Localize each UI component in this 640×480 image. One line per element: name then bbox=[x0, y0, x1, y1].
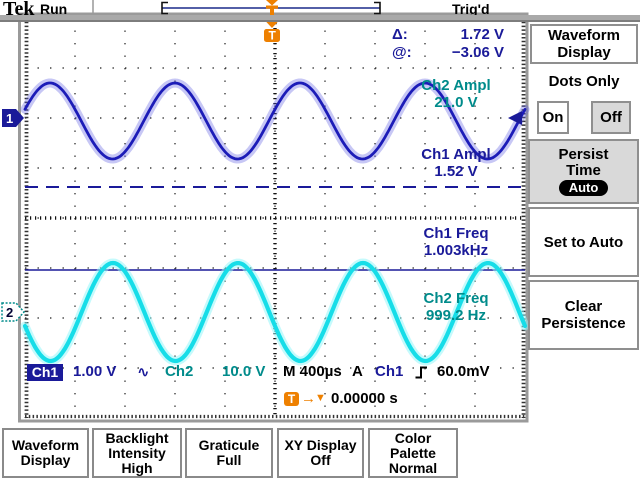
button-line: Waveform bbox=[11, 437, 80, 453]
side-menu-title-line: Display bbox=[557, 44, 611, 61]
clear-persistence-button[interactable]: Clear Persistence bbox=[528, 280, 639, 350]
topbar-divider bbox=[0, 15, 640, 22]
cursor-at-row: @: −3.06 V bbox=[392, 44, 504, 62]
button-line: Off bbox=[310, 452, 331, 468]
bottom-menu-waveform-display[interactable]: Waveform Display bbox=[2, 428, 89, 478]
ch2-scale-value: 10.0 V bbox=[222, 363, 266, 380]
ch2-scale-label: Ch2 bbox=[165, 363, 194, 380]
measurement-ch1-ampl: Ch1 Ampl 1.52 V bbox=[400, 146, 512, 180]
side-menu-title-line: Waveform bbox=[548, 27, 620, 44]
measurement-value: 1.52 V bbox=[434, 163, 478, 180]
button-line: Graticule bbox=[198, 437, 260, 453]
trigger-t-icon: T bbox=[284, 392, 299, 406]
clear-persistence-line: Persistence bbox=[541, 315, 626, 332]
button-line: Normal bbox=[388, 459, 438, 476]
measurement-ch2-freq: Ch2 Freq 999.2 Hz bbox=[400, 290, 512, 324]
record-view bbox=[161, 0, 381, 15]
persist-value-badge: Auto bbox=[558, 180, 609, 196]
button-line: Palette bbox=[390, 444, 436, 461]
trigger-mode: A bbox=[352, 363, 363, 380]
measurement-ch2-ampl: Ch2 Ampl 21.0 V bbox=[400, 77, 512, 111]
trigger-level-readout: 60.0mV bbox=[437, 363, 490, 380]
measurement-label: Ch1 Ampl bbox=[421, 146, 491, 163]
cursor-readout: Δ: 1.72 V @: −3.06 V bbox=[392, 26, 504, 62]
button-line: High bbox=[121, 459, 153, 476]
svg-text:T: T bbox=[269, 29, 277, 43]
bottom-menu-color-palette[interactable]: Color Palette Normal bbox=[368, 428, 458, 478]
rising-edge-icon bbox=[415, 366, 427, 379]
measurement-value: 999.2 Hz bbox=[425, 307, 487, 324]
ch1-scale-badge: Ch1 bbox=[27, 364, 63, 381]
measurement-value: 1.003kHz bbox=[423, 242, 489, 259]
acquisition-state: Run bbox=[40, 1, 68, 17]
trigger-status: Trig'd bbox=[452, 1, 490, 17]
waveform-ch1 bbox=[20, 78, 530, 164]
trigger-source: Ch1 bbox=[375, 363, 404, 380]
cursor-delta-row: Δ: 1.72 V bbox=[392, 26, 504, 44]
persist-label-line: Time bbox=[566, 162, 601, 179]
measurement-value: 21.0 V bbox=[434, 94, 478, 111]
trigger-arrow-icon: → bbox=[301, 390, 316, 407]
cursor-at-label: @: bbox=[392, 44, 412, 61]
bottom-menu-graticule[interactable]: Graticule Full bbox=[185, 428, 273, 478]
button-line: Intensity bbox=[108, 444, 166, 461]
svg-text:1: 1 bbox=[6, 111, 13, 126]
measurement-label: Ch1 Freq bbox=[423, 225, 489, 242]
dots-only-off-button[interactable]: Off bbox=[591, 101, 631, 134]
set-to-auto-button[interactable]: Set to Auto bbox=[528, 207, 639, 277]
ch1-coupling-icon: ∿ bbox=[137, 364, 150, 381]
bottom-menu-xy-display[interactable]: XY Display Off bbox=[277, 428, 364, 478]
measurement-label: Ch2 Freq bbox=[423, 290, 489, 307]
svg-text:2: 2 bbox=[6, 305, 13, 320]
measurement-label: Ch2 Ampl bbox=[421, 77, 491, 94]
waveform-ch2 bbox=[20, 258, 530, 366]
ch1-ground-marker: 1 bbox=[2, 109, 24, 127]
button-line: Display bbox=[20, 452, 71, 468]
ch1-scale-value: 1.00 V bbox=[73, 363, 117, 380]
button-line: Backlight bbox=[105, 429, 169, 446]
button-line: XY Display bbox=[284, 437, 357, 453]
clear-persistence-line: Clear bbox=[564, 298, 603, 315]
persist-time-button[interactable]: Persist Time Auto bbox=[528, 139, 639, 204]
cursor-delta-value: 1.72 V bbox=[460, 26, 504, 43]
ch2-ground-marker: 2 bbox=[1, 302, 26, 322]
measurement-ch1-freq: Ch1 Freq 1.003kHz bbox=[400, 225, 512, 259]
trigger-triangle-icon: ▼ bbox=[315, 392, 326, 404]
cursor-delta-label: Δ: bbox=[392, 26, 408, 43]
trigger-position-marker: T bbox=[263, 19, 281, 43]
button-line: Color bbox=[394, 429, 432, 446]
trigger-time-value: 0.00000 s bbox=[331, 390, 398, 407]
cursor-at-value: −3.06 V bbox=[451, 44, 504, 61]
dots-only-label: Dots Only bbox=[548, 73, 620, 90]
dots-only-on-button[interactable]: On bbox=[537, 101, 569, 134]
trigger-level-arrow bbox=[508, 111, 522, 125]
persist-label-line: Persist bbox=[558, 146, 609, 163]
side-menu-title: Waveform Display bbox=[530, 24, 638, 64]
button-line: Full bbox=[216, 452, 242, 468]
timebase-readout: M 400µs bbox=[283, 363, 342, 380]
bottom-menu-backlight-intensity[interactable]: Backlight Intensity High bbox=[92, 428, 182, 478]
